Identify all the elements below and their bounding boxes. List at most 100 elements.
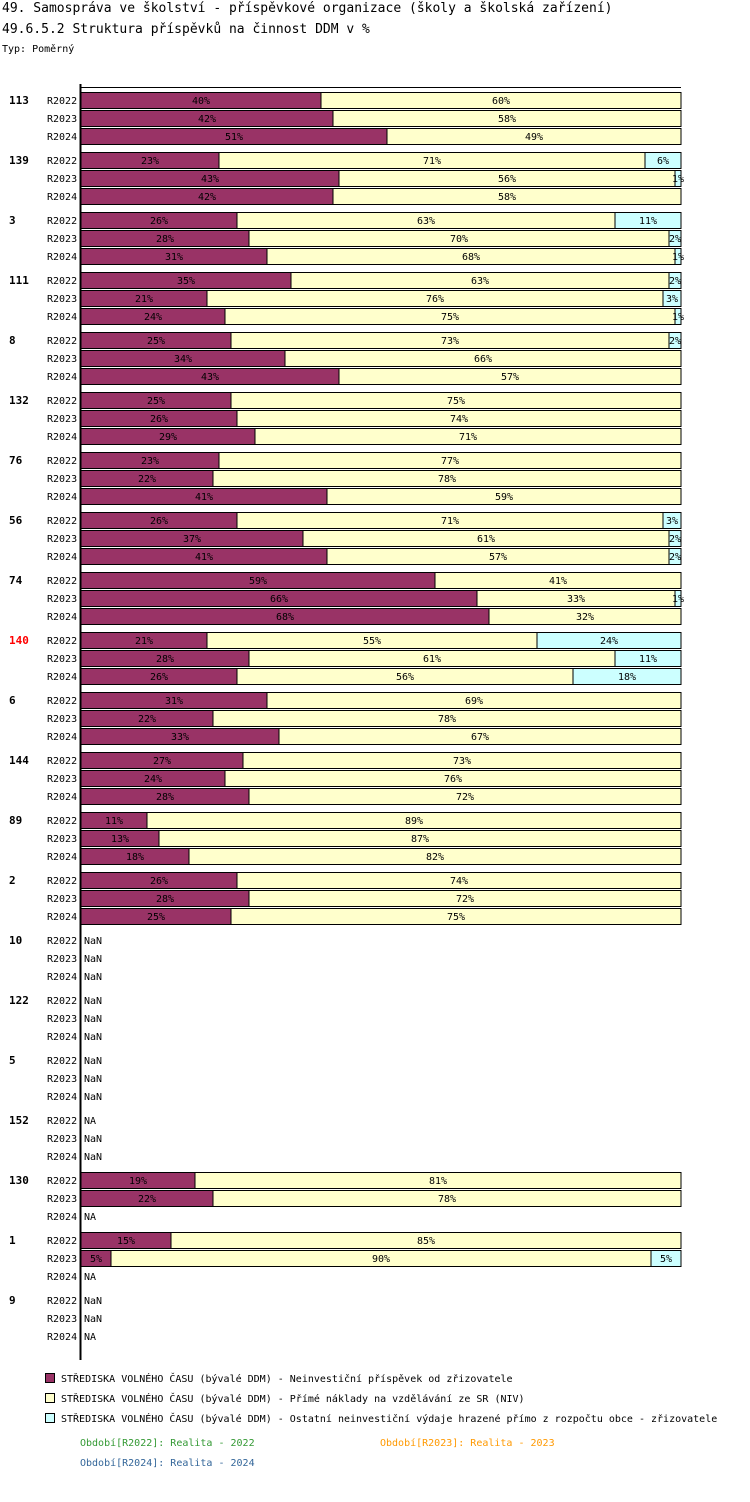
- period-tick-label: R2023: [47, 1134, 77, 1145]
- group-label: 74: [9, 574, 23, 587]
- period-tick-label: R2024: [47, 1332, 77, 1343]
- na-label: NA: [84, 1272, 96, 1283]
- bar-value-label: 28%: [156, 894, 174, 905]
- period-label-2022: Období[R2022]: Realita - 2022: [80, 1438, 255, 1449]
- page-title: 49. Samospráva ve školství - příspěvkové…: [2, 1, 613, 16]
- bar-value-label: 1%: [672, 174, 684, 185]
- bar-segment: [674, 308, 682, 325]
- group-label: 10: [9, 934, 22, 947]
- period-tick-label: R2022: [47, 576, 77, 587]
- bar-value-label: 68%: [462, 252, 480, 263]
- bar-value-label: 76%: [444, 774, 462, 785]
- bar-segment: [230, 392, 682, 409]
- group-label: 122: [9, 994, 29, 1007]
- bar-value-label: 78%: [438, 474, 456, 485]
- bar-value-label: 41%: [195, 552, 213, 563]
- na-label: NaN: [84, 1134, 102, 1145]
- bar-value-label: 66%: [270, 594, 288, 605]
- period-tick-label: R2024: [47, 912, 77, 923]
- bar-value-label: 26%: [150, 672, 168, 683]
- period-tick-label: R2023: [47, 1194, 77, 1205]
- period-tick-label: R2024: [47, 432, 77, 443]
- bar-value-label: 22%: [138, 1194, 156, 1205]
- bar-value-label: 5%: [90, 1254, 102, 1265]
- period-tick-label: R2022: [47, 996, 77, 1007]
- bar-segment: [674, 590, 682, 607]
- period-tick-label: R2023: [47, 234, 77, 245]
- bar-value-label: 23%: [141, 456, 159, 467]
- na-label: NA: [84, 1212, 96, 1223]
- na-label: NaN: [84, 1152, 102, 1163]
- na-label: NaN: [84, 1092, 102, 1103]
- period-tick-label: R2023: [47, 594, 77, 605]
- legend-item-3: STŘEDISKA VOLNÉHO ČASU (bývalé DDM) - Os…: [45, 1413, 717, 1425]
- period-tick-label: R2024: [47, 1212, 77, 1223]
- bar-segment: [644, 152, 682, 169]
- period-label-2024: Období[R2024]: Realita - 2024: [80, 1458, 255, 1469]
- na-label: NaN: [84, 936, 102, 947]
- na-label: NaN: [84, 954, 102, 965]
- bar-value-label: 68%: [276, 612, 294, 623]
- legend-label-1: STŘEDISKA VOLNÉHO ČASU (bývalé DDM) - Ne…: [61, 1374, 513, 1385]
- bar-value-label: 56%: [498, 174, 516, 185]
- bar-value-label: 37%: [183, 534, 201, 545]
- bar-value-label: 58%: [498, 114, 516, 125]
- group-label: 152: [9, 1114, 29, 1127]
- chart-type-label: Typ: Poměrný: [2, 44, 75, 55]
- group-label: 144: [9, 754, 29, 767]
- bar-segment: [338, 368, 682, 385]
- period-tick-label: R2023: [47, 1074, 77, 1085]
- bar-value-label: 2%: [669, 276, 681, 287]
- period-tick-label: R2024: [47, 492, 77, 503]
- bar-value-label: 43%: [201, 372, 219, 383]
- legend-swatch-2: [45, 1393, 55, 1403]
- bar-value-label: 70%: [450, 234, 468, 245]
- period-tick-label: R2023: [47, 474, 77, 485]
- period-tick-label: R2023: [47, 1014, 77, 1025]
- bar-value-label: 74%: [450, 414, 468, 425]
- bar-value-label: 67%: [471, 732, 489, 743]
- bar-segment: [230, 908, 682, 925]
- period-tick-label: R2022: [47, 156, 77, 167]
- period-tick-label: R2023: [47, 954, 77, 965]
- bar-segment: [224, 770, 682, 787]
- bar-value-label: 78%: [438, 1194, 456, 1205]
- bar-segment: [266, 692, 682, 709]
- period-tick-label: R2022: [47, 516, 77, 527]
- period-tick-label: R2024: [47, 1032, 77, 1043]
- bar-segment: [248, 890, 682, 907]
- bar-value-label: 22%: [138, 474, 156, 485]
- bar-segment: [146, 812, 682, 829]
- period-tick-label: R2022: [47, 636, 77, 647]
- bar-segment: [668, 530, 682, 547]
- bar-segment: [668, 230, 682, 247]
- bar-value-label: 75%: [447, 396, 465, 407]
- chart-subtitle: 49.6.5.2 Struktura příspěvků na činnost …: [2, 22, 370, 37]
- bar-value-label: 63%: [417, 216, 435, 227]
- bar-value-label: 87%: [411, 834, 429, 845]
- period-tick-label: R2024: [47, 792, 77, 803]
- group-label: 9: [9, 1294, 16, 1307]
- bar-value-label: 26%: [150, 414, 168, 425]
- bar-value-label: 32%: [576, 612, 594, 623]
- bar-value-label: 61%: [423, 654, 441, 665]
- period-tick-label: R2024: [47, 1092, 77, 1103]
- na-label: NA: [84, 1332, 96, 1343]
- bar-value-label: 26%: [150, 516, 168, 527]
- bar-value-label: 75%: [441, 312, 459, 323]
- period-tick-label: R2024: [47, 972, 77, 983]
- na-label: NaN: [84, 1296, 102, 1307]
- bar-segment: [674, 170, 682, 187]
- group-label: 1: [9, 1234, 16, 1247]
- bar-value-label: 41%: [195, 492, 213, 503]
- bar-segment: [158, 830, 682, 847]
- period-tick-label: R2023: [47, 1254, 77, 1265]
- period-tick-label: R2024: [47, 732, 77, 743]
- bar-value-label: 34%: [174, 354, 192, 365]
- group-label: 130: [9, 1174, 29, 1187]
- period-tick-label: R2024: [47, 312, 77, 323]
- bar-value-label: 69%: [465, 696, 483, 707]
- na-label: NA: [84, 1116, 96, 1127]
- bar-segment: [674, 248, 682, 265]
- na-label: NaN: [84, 996, 102, 1007]
